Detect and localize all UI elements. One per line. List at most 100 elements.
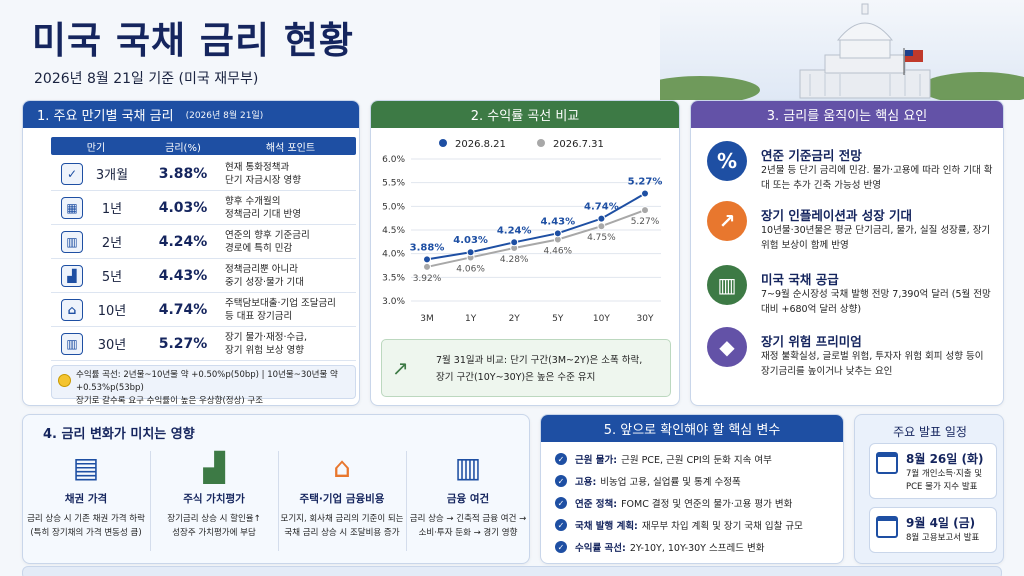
yield-curve-chart: 3.0% 3.5% 4.0% 4.5% 5.0% 5.5% 6.0% 3M 1Y 2Y 5Y 10Y 3…: [382, 139, 663, 324]
desc: 주택담보대출·기업 조달금리 등 대표 장기금리: [225, 297, 336, 322]
data-point: [423, 262, 431, 271]
rate: 4.43%: [158, 267, 208, 284]
impact-title: 금융 여건: [446, 493, 490, 505]
factor-item: % 연준 기준금리 전망 2년물 등 단기 금리에 민감. 물가·고용에 따라 …: [707, 141, 997, 199]
table-row: ✓ 3개월 3.88% 현재 통화정책과 단기 자금시장 영향: [51, 157, 356, 191]
impact-desc: 금리 상승 시 기존 채권 가격 하락 (특히 장기채의 가격 변동성 큼): [27, 514, 145, 538]
data-label: 5.27%: [631, 217, 660, 227]
impact-title: 주식 가치평가: [183, 493, 245, 505]
data-point: [641, 189, 649, 198]
data-point: [553, 229, 562, 238]
panel4-title: 4. 금리 변화가 미치는 영향: [43, 427, 195, 442]
rate: 5.27%: [158, 335, 208, 352]
checklist-icon: ✓: [61, 162, 83, 185]
bar-chart-icon: ▟: [61, 264, 83, 287]
factor-desc: 10년물·30년물은 평균 단기금리, 물가, 실질 성장률, 장기 위험 보상…: [761, 225, 991, 251]
note-line-2: 장기로 갈수록 요구 수익률이 높은 우상향(정상) 구조: [76, 396, 264, 406]
yield-curve-panel: 2. 수익률 곡선 비교 3.0% 3.5% 4.0% 4.5% 5.0% 5.5% 6.0…: [370, 100, 680, 406]
comparison-note: ↗ 7월 31일과 비교: 단기 구간(3M~2Y)은 소폭 하락, 장기 구간…: [381, 339, 671, 397]
data-label: 5.27%: [628, 177, 663, 188]
series-line: [426, 192, 646, 261]
impact-panel: 4. 금리 변화가 미치는 영향 ▤ 채권 가격 금리 상승 시 기존 채권 가…: [22, 414, 530, 564]
certificate-icon: ▤: [72, 450, 100, 484]
check-icon: ✓: [555, 541, 567, 553]
data-label: 4.46%: [544, 246, 573, 256]
impact-desc: 모기지, 회사채 금리의 기준이 되는 국채 금리 상승 시 조달비용 증가: [280, 514, 404, 538]
data-label: 3.92%: [413, 274, 442, 284]
table-row: ⌂ 10년 4.74% 주택담보대출·기업 조달금리 등 대표 장기금리: [51, 293, 356, 327]
factor-desc: 재정 불확실성, 글로벌 위험, 투자자 위험 회피 성향 등이 장기금리를 높…: [761, 351, 984, 377]
col-rate: 금리(%): [165, 142, 201, 154]
percent-icon: %: [707, 141, 747, 181]
panel1-title: 1. 주요 만기별 국채 금리: [37, 109, 174, 124]
list-item: ✓ 근원 물가: 근원 PCE, 근원 CPI의 둔화 지속 여부: [555, 451, 772, 467]
data-label: 4.74%: [584, 202, 619, 213]
table-row: ▥ 30년 5.27% 장기 물가·재정·수급, 장기 위험 보상 영향: [51, 327, 356, 361]
rate: 3.88%: [158, 165, 208, 182]
panel3-header: 3. 금리를 움직이는 핵심 요인: [691, 101, 1003, 128]
list-item: ✓ 수익률 곡선: 2Y-10Y, 10Y-30Y 스프레드 변화: [555, 539, 764, 555]
data-label: 3.88%: [410, 242, 445, 253]
y-tick-label: 4.5%: [382, 226, 405, 236]
x-tick-label: 3M: [420, 314, 434, 324]
panel1-header: 1. 주요 만기별 국채 금리 (2026년 8월 21일): [23, 101, 359, 128]
desc: 현재 통화정책과 단기 자금시장 영향: [225, 161, 301, 186]
growth-bars-icon: ▟: [203, 450, 225, 484]
note-line-1: 수익률 곡선: 2년물~10년물 약 +0.50%p(50bp) | 10년물~…: [76, 370, 338, 393]
list-item: ✓ 연준 정책: FOMC 결정 및 연준의 물가·고용 평가 변화: [555, 495, 792, 511]
y-tick-label: 4.0%: [382, 250, 405, 260]
panel2-header: 2. 수익률 곡선 비교: [371, 101, 679, 128]
factor-title: 장기 위험 프리미엄: [761, 334, 862, 349]
schedule-date: 9월 4일 (금): [906, 516, 976, 530]
bank-icon: ▥: [61, 332, 83, 355]
check-icon: ✓: [555, 497, 567, 509]
maturity-rates-panel: 1. 주요 만기별 국채 금리 (2026년 8월 21일) 만기 금리(%) …: [22, 100, 360, 406]
data-label: 4.43%: [540, 216, 575, 227]
factor-title: 장기 인플레이션과 성장 기대: [761, 208, 913, 223]
x-tick-label: 10Y: [593, 314, 610, 324]
rate: 4.03%: [158, 199, 208, 216]
schedule-date: 8월 26일 (화): [906, 452, 984, 466]
schedule-item: 9월 4일 (금) 8월 고용보고서 발표: [869, 507, 997, 553]
y-tick-label: 5.5%: [382, 179, 405, 189]
x-tick-label: 1Y: [465, 314, 477, 324]
impact-desc: 장기금리 상승 시 할인율↑ 성장주 가치평가에 부담: [167, 514, 261, 538]
maturity: 1년: [101, 202, 123, 217]
data-label: 4.03%: [453, 235, 488, 246]
yield-curve-note: 수익률 곡선: 2년물~10년물 약 +0.50%p(50bp) | 10년물~…: [51, 365, 356, 405]
impact-item: ▤ 채권 가격 금리 상승 시 기존 채권 가격 하락 (특히 장기채의 가격 변…: [23, 447, 149, 559]
legend-marker: [537, 139, 545, 147]
divider: [406, 451, 407, 551]
impact-title: 채권 가격: [64, 493, 108, 505]
table-row: ▟ 5년 4.43% 정책금리뿐 아니라 중기 성장·물가 기대: [51, 259, 356, 293]
maturity: 2년: [101, 236, 123, 251]
house-icon: ⌂: [333, 450, 351, 484]
maturity: 30년: [97, 338, 127, 353]
lightbulb-icon: [58, 374, 71, 387]
rates-table-header: 만기 금리(%) 해석 포인트: [51, 137, 356, 155]
schedule-panel: 주요 발표 일정 8월 26일 (화) 7월 개인소득·지출 및 PCE 물가 …: [854, 414, 1004, 564]
bank-icon: ▥: [61, 230, 83, 253]
desc: 향후 수개월의 정책금리 기대 반영: [225, 195, 301, 220]
col-desc: 해석 포인트: [265, 142, 316, 154]
comparison-line-2: 장기 구간(10Y~30Y)은 높은 수준 유지: [436, 372, 596, 383]
desc: 정책금리뿐 아니라 중기 성장·물가 기대: [225, 263, 304, 288]
trend-icon: ↗: [392, 356, 409, 380]
panel5-header: 5. 앞으로 확인해야 할 핵심 변수: [541, 415, 843, 442]
series-line: [426, 209, 646, 268]
table-row: ▦ 1년 4.03% 향후 수개월의 정책금리 기대 반영: [51, 191, 356, 225]
key-factors-panel: 3. 금리를 움직이는 핵심 요인 % 연준 기준금리 전망 2년물 등 단기 …: [690, 100, 1004, 406]
y-tick-label: 3.0%: [382, 297, 405, 307]
divider: [150, 451, 151, 551]
maturity: 3개월: [95, 168, 129, 183]
data-point: [597, 222, 606, 231]
calendar-icon: [876, 452, 898, 474]
bank-icon: ▥: [454, 450, 482, 484]
y-tick-label: 3.5%: [382, 273, 405, 283]
list-item: ✓ 고용: 비농업 고용, 실업률 및 통계 수정폭: [555, 473, 741, 489]
list-item: ✓ 국채 발행 계획: 재무부 차입 계획 및 장기 국채 입찰 규모: [555, 517, 803, 533]
check-icon: ✓: [555, 453, 567, 465]
x-tick-label: 5Y: [552, 314, 564, 324]
growth-chart-icon: ↗: [707, 201, 747, 241]
key-variables-panel: 5. 앞으로 확인해야 할 핵심 변수 ✓ 근원 물가: 근원 PCE, 근원 CP…: [540, 414, 844, 564]
